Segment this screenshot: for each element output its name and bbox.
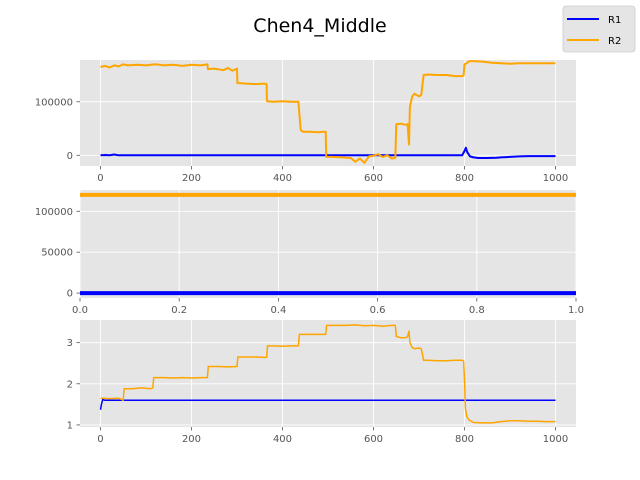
x-tick-label: 0.2 xyxy=(171,305,187,316)
legend-frame xyxy=(562,5,636,53)
x-tick-label: 200 xyxy=(182,173,201,184)
y-tick-label: 0 xyxy=(67,289,73,300)
plot-area xyxy=(80,320,576,427)
x-tick-label: 0.4 xyxy=(270,305,286,316)
y-tick-label: 0 xyxy=(67,151,73,162)
y-tick-label: 100000 xyxy=(35,207,73,218)
x-tick-label: 0 xyxy=(97,434,103,445)
x-tick-label: 0 xyxy=(97,173,103,184)
x-tick-label: 400 xyxy=(273,173,292,184)
subplot-2: 0.0 0.2 0.4 0.6 0.8 1.0 0 50000 100000 xyxy=(35,190,584,316)
subplot-1: 0 200 400 600 800 1000 0 100000 xyxy=(35,60,576,184)
figure-title: Chen4_Middle xyxy=(253,15,386,37)
series-group xyxy=(100,60,556,164)
series-line-r1 xyxy=(99,398,556,410)
series-group xyxy=(99,324,556,424)
plot-area xyxy=(80,190,576,298)
x-tick-label: 600 xyxy=(364,173,383,184)
legend-label-r1: R1 xyxy=(608,15,621,26)
x-tick-label: 1.0 xyxy=(568,305,584,316)
x-tick-label: 1000 xyxy=(543,173,568,184)
subplot-3: 0 200 400 600 800 1000 1 2 3 xyxy=(67,320,576,445)
x-tick-label: 0.8 xyxy=(469,305,485,316)
plot-area xyxy=(80,60,576,166)
legend-label-r2: R2 xyxy=(608,36,621,47)
legend: R1 R2 xyxy=(562,5,636,53)
y-tick-label: 50000 xyxy=(41,248,73,259)
x-tick-label: 800 xyxy=(455,173,474,184)
x-tick-label: 0.0 xyxy=(72,305,88,316)
series-line-r2 xyxy=(100,60,556,164)
y-tick-label: 1 xyxy=(67,420,73,431)
series-line-r1 xyxy=(100,146,556,159)
x-tick-label: 800 xyxy=(455,434,474,445)
y-tick-label: 100000 xyxy=(35,97,73,108)
series-group xyxy=(80,192,576,296)
x-tick-label: 1000 xyxy=(543,434,568,445)
y-tick-label: 2 xyxy=(67,379,73,390)
x-tick-label: 600 xyxy=(364,434,383,445)
x-tick-label: 200 xyxy=(182,434,201,445)
x-tick-label: 400 xyxy=(273,434,292,445)
series-line-r2 xyxy=(100,324,556,424)
x-tick-label: 0.6 xyxy=(370,305,386,316)
y-tick-label: 3 xyxy=(67,338,73,349)
